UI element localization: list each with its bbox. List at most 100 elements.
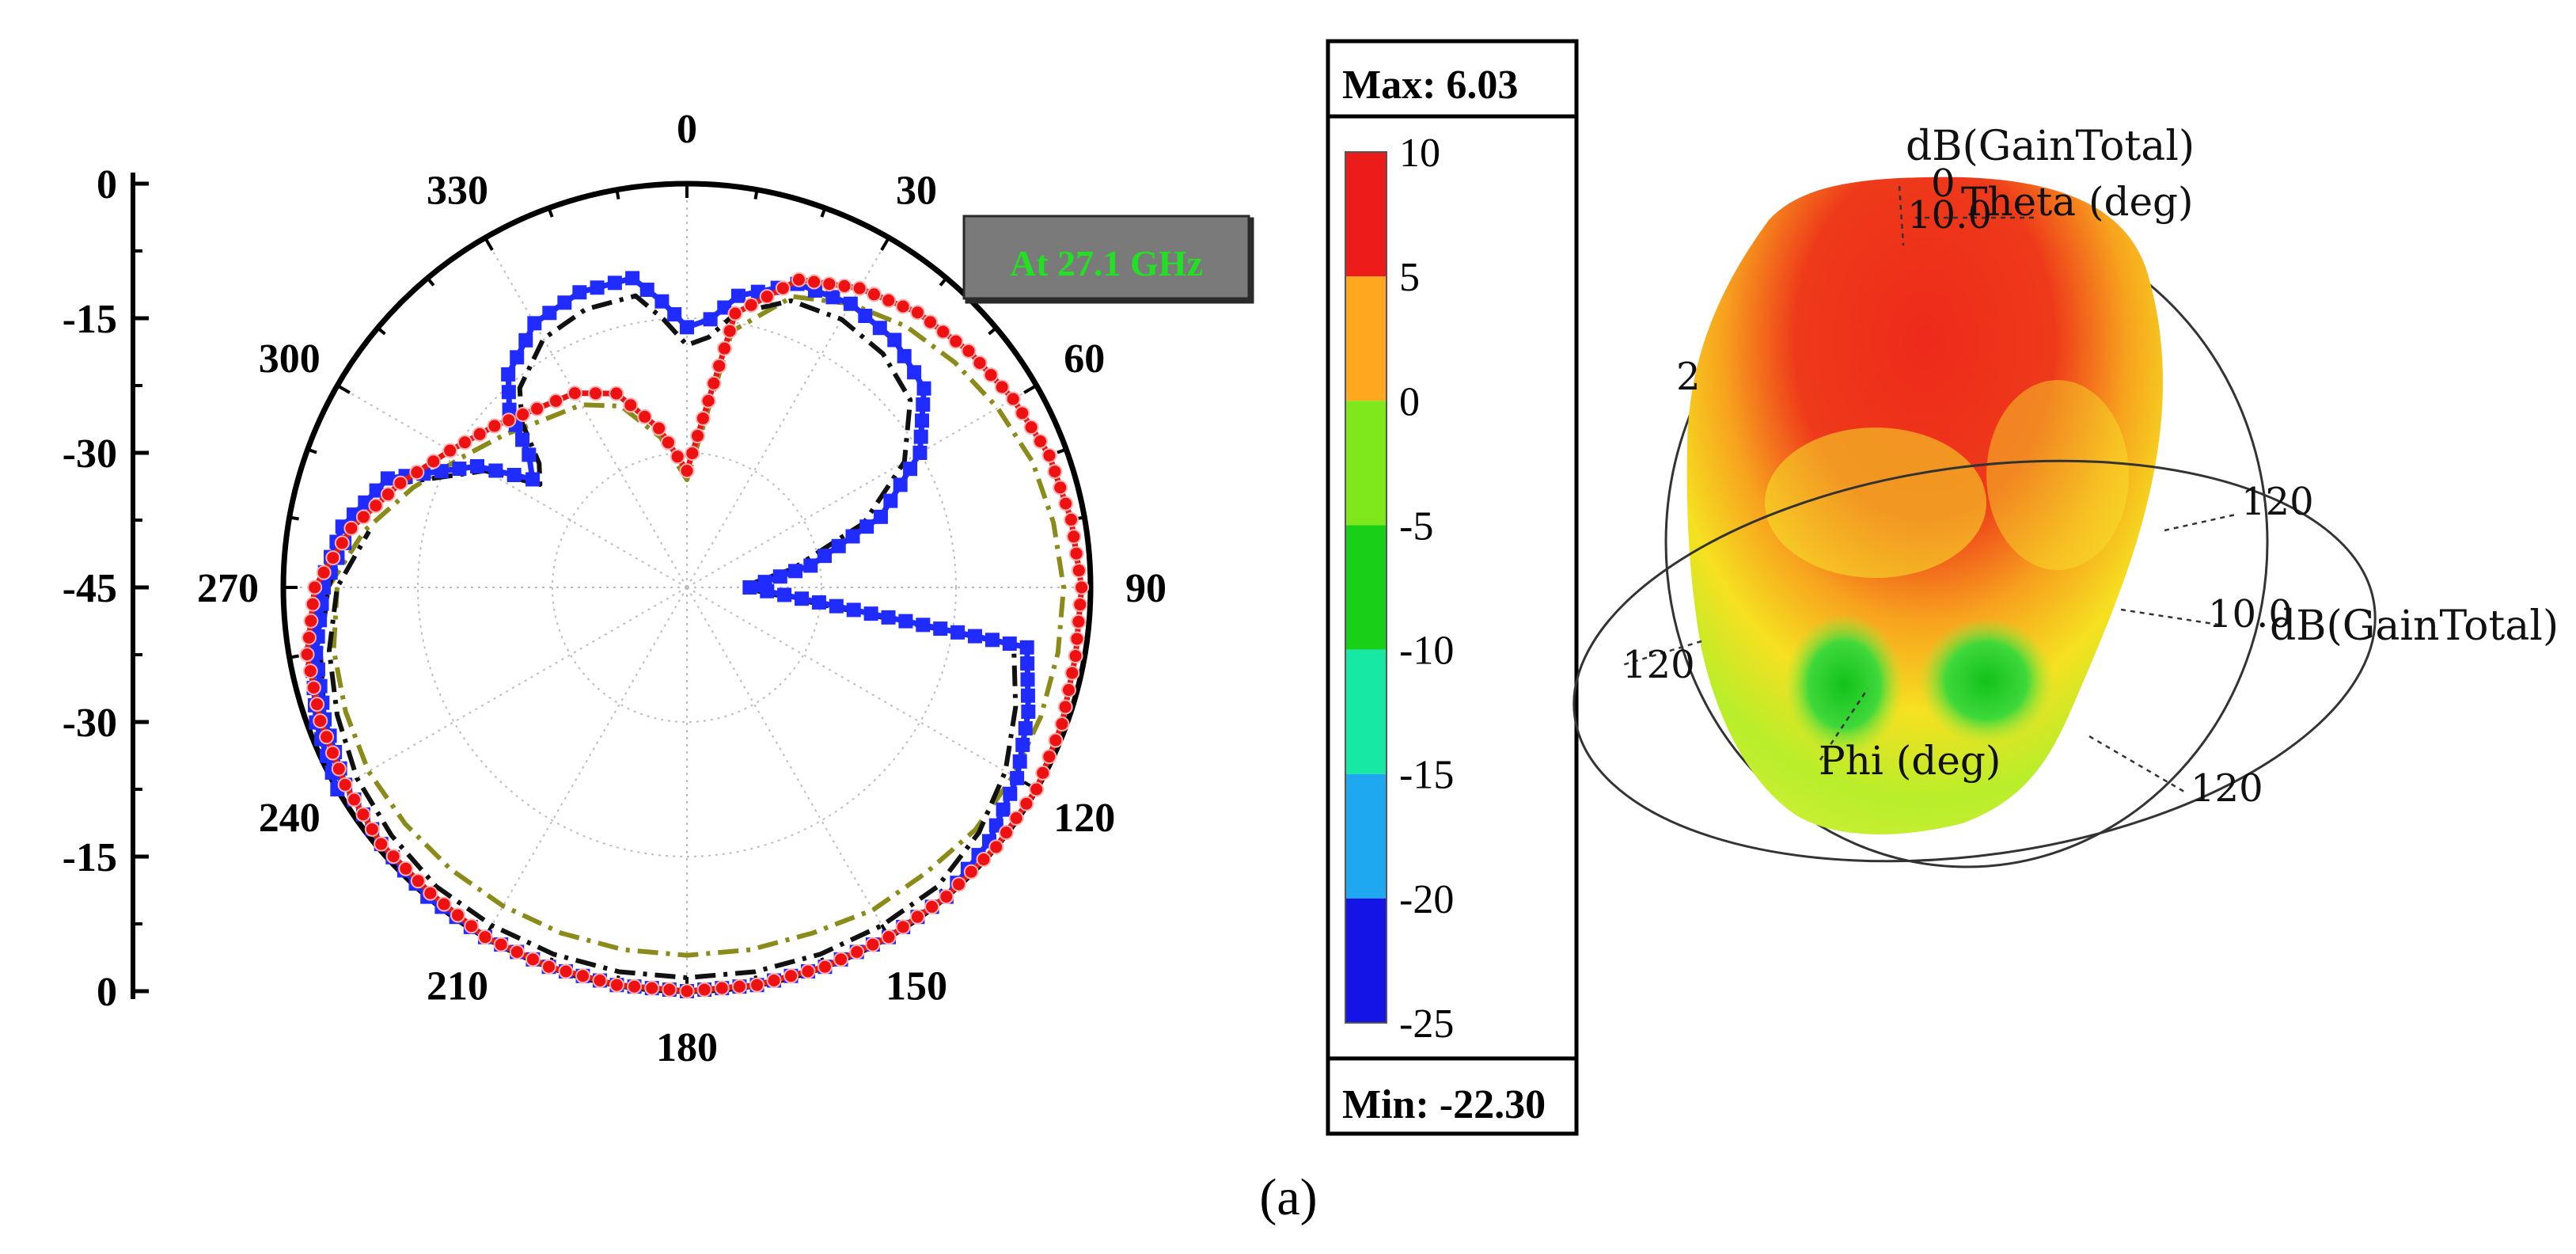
series-1-marker [730, 288, 745, 303]
radial-tick-label: 0 [97, 970, 117, 1015]
series-1-marker [501, 367, 516, 382]
series-3-marker [1019, 796, 1034, 811]
series-1-marker [369, 483, 384, 498]
series-1-marker [1020, 688, 1035, 703]
series-3-marker [866, 287, 882, 302]
radial-tick-label: -15 [63, 297, 117, 342]
series-3-marker [374, 836, 389, 852]
series-3-marker [685, 446, 700, 462]
3d-radiation-pattern: dB(GainTotal) 0 Theta (deg) 10.0 2 120 1… [1573, 123, 2559, 868]
series-1-marker [772, 569, 787, 584]
series-1-marker [913, 429, 928, 444]
series-1-marker [452, 462, 467, 477]
series-3-marker [368, 498, 384, 514]
polar-frame-tick [615, 189, 620, 200]
series-3-marker [1068, 545, 1084, 561]
series-1-marker [1015, 737, 1030, 752]
series-3-marker [806, 274, 822, 290]
series-3-marker [1071, 614, 1087, 629]
angle-label-180: 180 [656, 1025, 718, 1070]
series-3-marker [1066, 529, 1082, 545]
series-1-marker [742, 580, 757, 595]
series-3-marker [988, 839, 1004, 855]
angle-label-300: 300 [259, 336, 321, 382]
theta-axis-label: Theta (deg) [1961, 179, 2194, 225]
polar-grid-spoke [686, 587, 890, 938]
series-3-marker [548, 393, 563, 408]
azimuth-circle [1573, 459, 2377, 863]
series-1-marker [469, 459, 484, 473]
series-3-marker [731, 978, 747, 994]
series-3-marker [302, 663, 318, 679]
series-3-marker [852, 280, 867, 296]
series-3-marker [393, 475, 408, 491]
series-3-marker [1029, 781, 1045, 797]
pattern-null-lobe-left [1785, 614, 1903, 756]
series-3-marker [909, 909, 925, 925]
series-3-marker [355, 509, 371, 525]
series-3-marker [525, 952, 541, 967]
polar-frame-tick [547, 207, 554, 218]
radial-axis: 0 -15 -30 -45 -30 -15 0 [63, 162, 149, 1015]
series-3-marker [324, 745, 340, 761]
colorbar-tick-label: -25 [1399, 1001, 1454, 1047]
series-3-marker [881, 929, 897, 945]
series-3-marker [696, 982, 712, 998]
series-1-marker [1010, 770, 1025, 785]
top-value-label: 10.0 [1907, 193, 1992, 238]
pattern-yellow-patch [1765, 428, 1986, 578]
series-3-marker [1053, 480, 1068, 496]
polar-frame-tick [820, 207, 827, 218]
series-1-marker [527, 316, 542, 331]
series-3-marker [509, 944, 525, 960]
series-3-marker [865, 937, 881, 952]
series-3-marker [426, 454, 442, 469]
series-3-marker [963, 864, 979, 880]
series-1-marker [1002, 636, 1017, 652]
polar-grid-circle [552, 452, 822, 723]
series-1-marker [803, 558, 818, 573]
series-3-marker [1023, 420, 1039, 435]
gain-label-top: dB(GainTotal) [1906, 123, 2195, 170]
series-1-marker [916, 397, 931, 412]
series-3-marker [791, 272, 806, 287]
series-1-marker [717, 300, 732, 315]
series-3-marker [501, 412, 517, 428]
series-1-marker [1020, 656, 1035, 671]
series-3-marker [515, 407, 531, 423]
series-3-marker [690, 428, 706, 444]
series-1-marker [788, 564, 803, 579]
series-3-marker [442, 443, 458, 458]
series-1-marker [846, 602, 861, 618]
colorbar-tick-label: -10 [1399, 629, 1454, 674]
polar-frame-tick [307, 447, 317, 454]
series-3-marker [347, 792, 362, 808]
series-3-marker [609, 386, 624, 401]
colorbar-band [1345, 276, 1387, 401]
series-3-marker [895, 298, 911, 314]
series-1-marker [1018, 720, 1033, 735]
series-3-marker [423, 885, 438, 901]
series-3-marker [833, 952, 849, 967]
series-1-marker [590, 280, 605, 295]
series-1-marker [380, 471, 395, 486]
series-3-marker [766, 972, 782, 988]
series-3-marker [464, 918, 480, 934]
series-1-marker [434, 464, 449, 479]
series-3-marker [743, 297, 759, 313]
series-1-marker [572, 285, 587, 300]
series-3-marker [575, 968, 591, 984]
polar-grid-circle [417, 317, 957, 857]
series-3-marker [385, 849, 401, 864]
series-1-marker [914, 413, 929, 428]
frequency-annotation: At 27.1 GHz [962, 215, 1254, 304]
angle-label-30: 30 [896, 169, 937, 214]
series-3-marker [337, 777, 353, 792]
series-3-marker [679, 983, 695, 999]
series-3-marker [1068, 648, 1083, 664]
colorbar-tick-label: -20 [1399, 877, 1454, 922]
polar-grid-spoke [336, 587, 688, 790]
series-3-marker [609, 977, 624, 993]
colorbar-band [1345, 525, 1387, 650]
